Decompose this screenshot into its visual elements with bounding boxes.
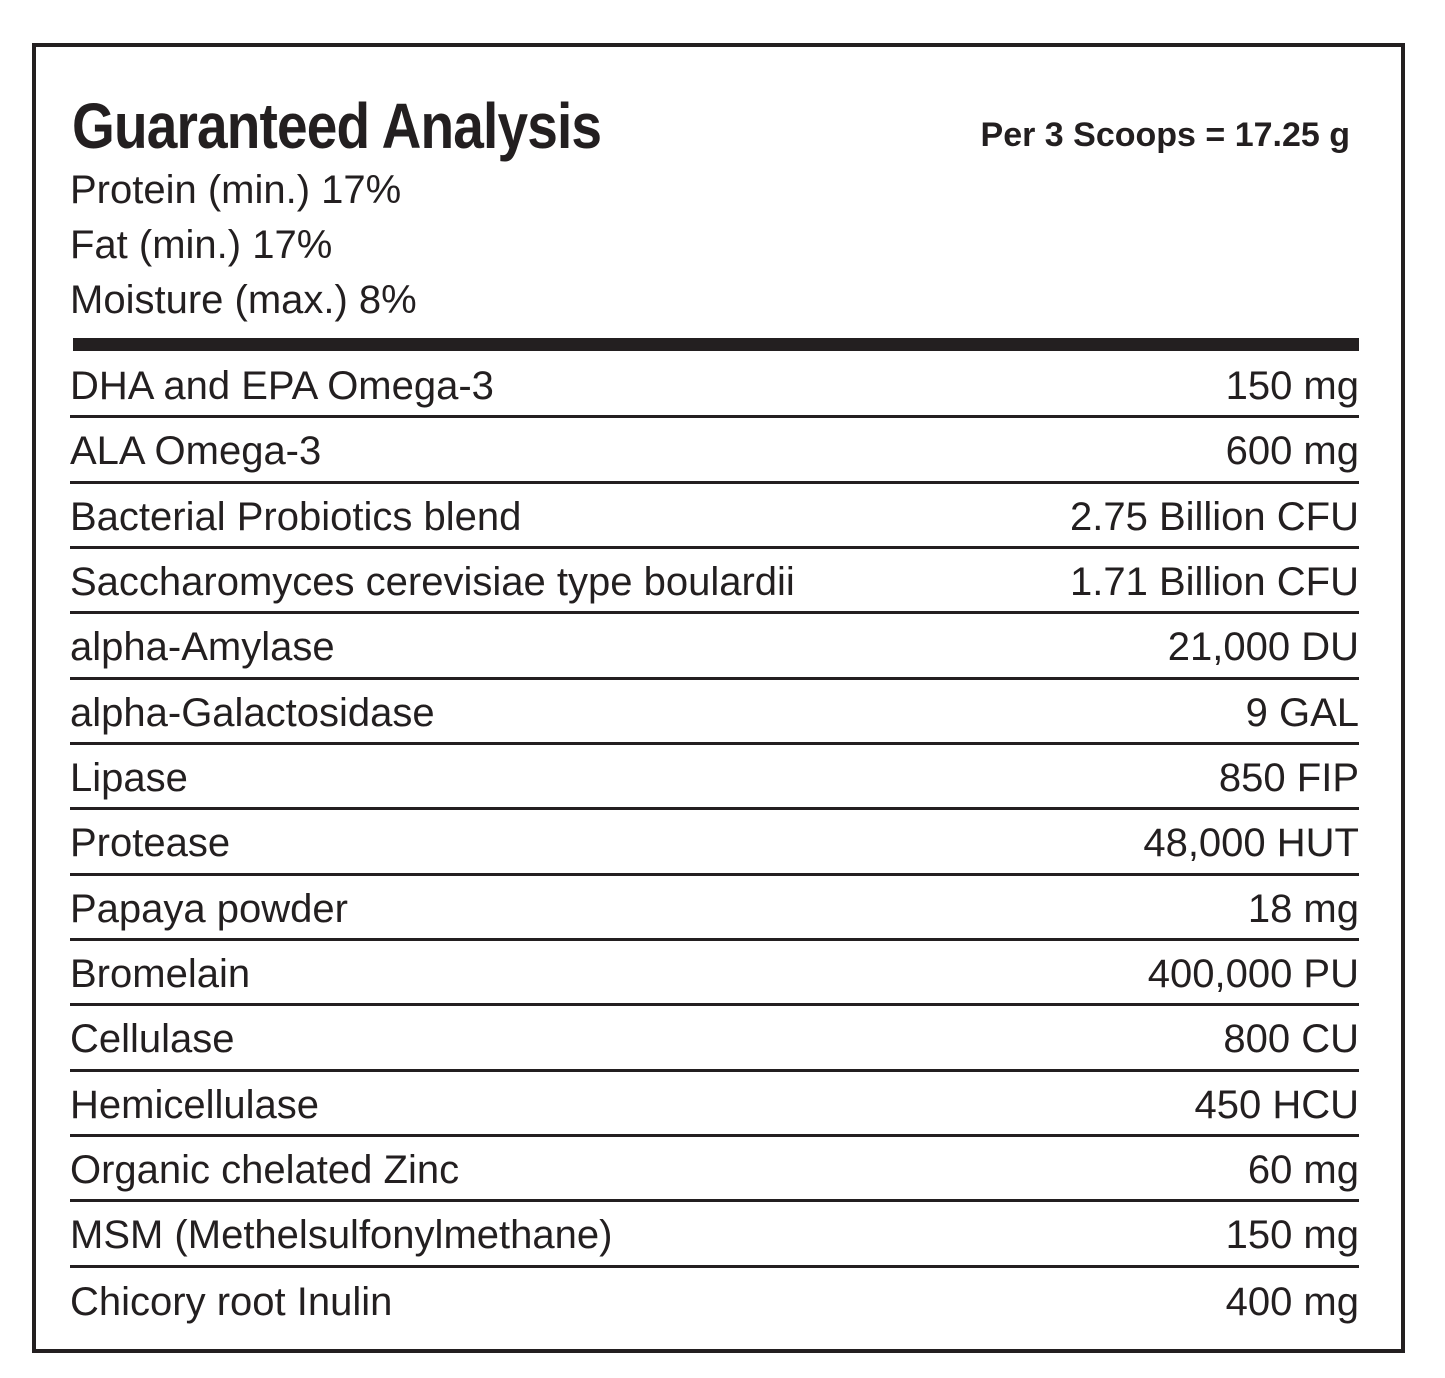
analysis-protein: Protein (min.) 17%: [70, 168, 402, 212]
ingredient-name: Chicory root Inulin: [70, 1280, 393, 1325]
ingredient-name: Cellulase: [70, 1017, 235, 1062]
guaranteed-analysis-label: Guaranteed Analysis Per 3 Scoops = 17.25…: [32, 43, 1405, 1353]
table-row: Organic chelated Zinc 60 mg: [70, 1137, 1359, 1203]
table-row: Lipase 850 FIP: [70, 745, 1359, 811]
ingredient-name: Lipase: [70, 756, 188, 801]
serving-size: Per 3 Scoops = 17.25 g: [980, 116, 1350, 154]
ingredient-name: DHA and EPA Omega-3: [70, 364, 494, 409]
analysis-fat: Fat (min.) 17%: [70, 223, 333, 267]
ingredient-amount: 600 mg: [1225, 429, 1359, 474]
table-row: Papaya powder 18 mg: [70, 876, 1359, 941]
ingredient-table: DHA and EPA Omega-3 150 mg ALA Omega-3 6…: [70, 353, 1359, 1333]
ingredient-amount: 400,000 PU: [1147, 952, 1359, 997]
table-row: alpha-Galactosidase 9 GAL: [70, 680, 1359, 745]
ingredient-amount: 18 mg: [1247, 886, 1359, 931]
ingredient-amount: 21,000 DU: [1167, 625, 1359, 670]
ingredient-name: Papaya powder: [70, 886, 348, 931]
ingredient-amount: 48,000 HUT: [1143, 821, 1359, 866]
ingredient-name: Bacterial Probiotics blend: [70, 494, 522, 539]
table-row: DHA and EPA Omega-3 150 mg: [70, 353, 1359, 419]
ingredient-amount: 150 mg: [1225, 364, 1359, 409]
ingredient-amount: 850 FIP: [1218, 756, 1359, 801]
ingredient-name: Protease: [70, 821, 231, 866]
ingredient-name: Organic chelated Zinc: [70, 1148, 460, 1193]
ingredient-amount: 400 mg: [1225, 1280, 1359, 1325]
ingredient-amount: 150 mg: [1225, 1213, 1359, 1258]
table-row: Cellulase 800 CU: [70, 1006, 1359, 1072]
table-row: ALA Omega-3 600 mg: [70, 418, 1359, 484]
table-row: Bacterial Probiotics blend 2.75 Billion …: [70, 484, 1359, 549]
table-row: Protease 48,000 HUT: [70, 810, 1359, 876]
table-row: Hemicellulase 450 HCU: [70, 1072, 1359, 1137]
ingredient-amount: 1.71 Billion CFU: [1069, 560, 1359, 605]
table-row: alpha-Amylase 21,000 DU: [70, 614, 1359, 680]
label-title: Guaranteed Analysis: [72, 90, 602, 162]
ingredient-amount: 2.75 Billion CFU: [1069, 494, 1359, 539]
ingredient-name: Hemicellulase: [70, 1082, 319, 1127]
ingredient-amount: 800 CU: [1223, 1017, 1359, 1062]
ingredient-name: alpha-Galactosidase: [70, 690, 435, 735]
guaranteed-analysis-list: Protein (min.) 17% Fat (min.) 17% Moistu…: [70, 163, 417, 328]
section-divider: [73, 338, 1359, 351]
ingredient-amount: 9 GAL: [1245, 690, 1359, 735]
ingredient-name: MSM (Methelsulfonylmethane): [70, 1213, 613, 1258]
ingredient-amount: 450 HCU: [1194, 1082, 1359, 1127]
table-row: Chicory root Inulin 400 mg: [70, 1268, 1359, 1333]
table-row: Saccharomyces cerevisiae type boulardii …: [70, 549, 1359, 615]
table-row: Bromelain 400,000 PU: [70, 941, 1359, 1007]
table-row: MSM (Methelsulfonylmethane) 150 mg: [70, 1202, 1359, 1268]
ingredient-name: Saccharomyces cerevisiae type boulardii: [70, 560, 795, 605]
ingredient-name: Bromelain: [70, 952, 251, 997]
analysis-moisture: Moisture (max.) 8%: [70, 278, 417, 322]
ingredient-name: ALA Omega-3: [70, 429, 322, 474]
ingredient-name: alpha-Amylase: [70, 625, 335, 670]
ingredient-amount: 60 mg: [1247, 1148, 1359, 1193]
